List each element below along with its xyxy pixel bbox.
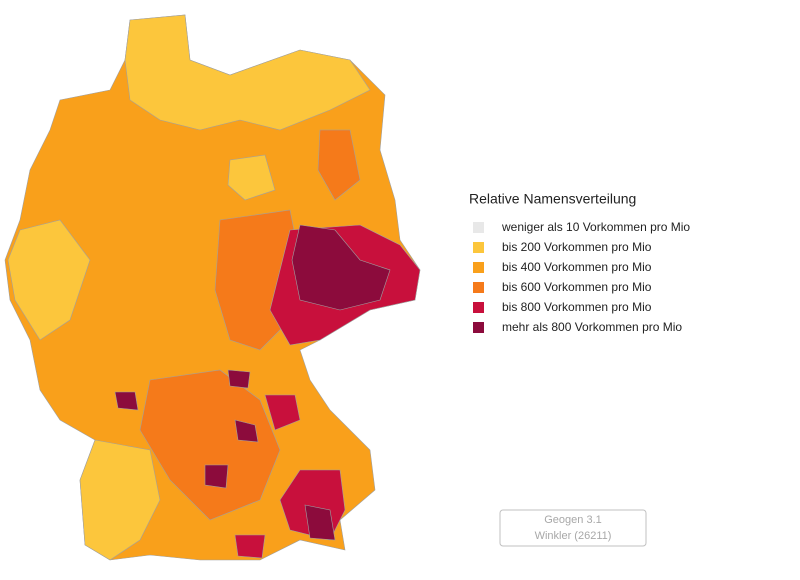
- map-region: [124, 14, 371, 131]
- map-region: [204, 464, 229, 489]
- legend-label: weniger als 10 Vorkommen pro Mio: [501, 220, 690, 234]
- legend-label: bis 200 Vorkommen pro Mio: [502, 240, 652, 254]
- map-region: [304, 504, 336, 541]
- legend-swatch: [473, 242, 484, 253]
- footer-line: Winkler (26211): [535, 530, 612, 542]
- map-region: [227, 369, 251, 389]
- legend-swatch: [473, 282, 484, 293]
- legend-title: Relative Namensverteilung: [469, 191, 636, 207]
- map-region: [114, 391, 139, 411]
- map-region: [234, 419, 259, 443]
- map-region: [317, 129, 361, 201]
- map-region: [79, 439, 161, 561]
- footer-line: Geogen 3.1: [544, 514, 602, 526]
- legend-swatch: [473, 322, 484, 333]
- legend-label: mehr als 800 Vorkommen pro Mio: [502, 320, 682, 334]
- legend-label: bis 600 Vorkommen pro Mio: [502, 280, 652, 294]
- germany-map: [4, 14, 421, 561]
- footer-box: [499, 509, 647, 547]
- legend-label: bis 800 Vorkommen pro Mio: [502, 300, 652, 314]
- map-region: [234, 534, 266, 559]
- map-region: [264, 394, 301, 431]
- legend-swatch: [473, 222, 484, 233]
- map-region: [7, 219, 91, 341]
- map-region: [227, 154, 276, 201]
- legend-swatch: [473, 262, 484, 273]
- legend-swatch: [473, 302, 484, 313]
- map-region: [4, 14, 421, 561]
- map-region: [291, 224, 391, 311]
- legend-label: bis 400 Vorkommen pro Mio: [502, 260, 652, 274]
- legend: weniger als 10 Vorkommen pro Mio bis 200 …: [473, 220, 690, 334]
